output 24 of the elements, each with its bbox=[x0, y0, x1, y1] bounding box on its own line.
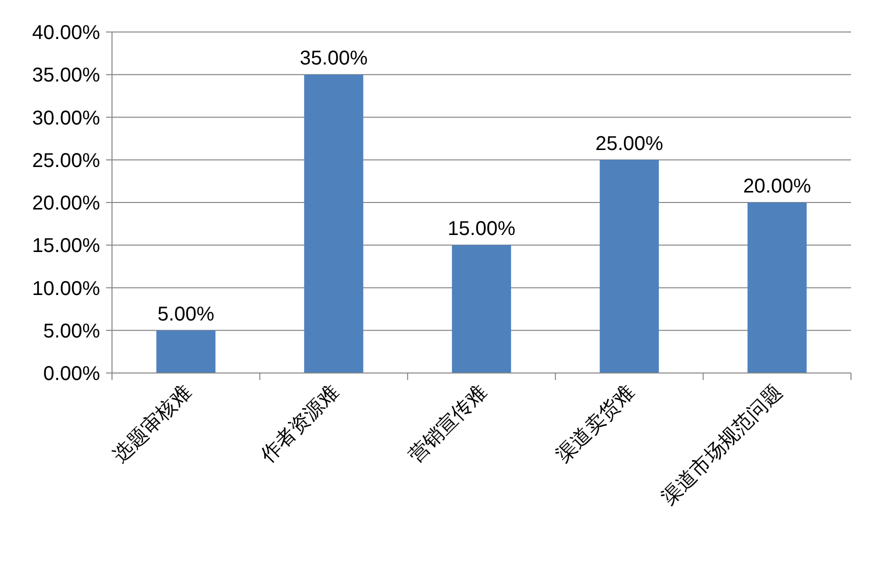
y-tick-label: 20.00% bbox=[32, 192, 100, 214]
x-tick-label: 作者资源难 bbox=[256, 380, 344, 468]
x-tick-label: 营销宣传难 bbox=[404, 380, 492, 468]
y-tick-label: 40.00% bbox=[32, 22, 100, 44]
y-tick-label: 5.00% bbox=[43, 320, 100, 342]
y-tick-label: 0.00% bbox=[43, 363, 100, 385]
data-label: 5.00% bbox=[158, 303, 214, 326]
x-tick-label: 渠道市场规范问题 bbox=[658, 380, 787, 510]
y-tick-label: 25.00% bbox=[32, 150, 100, 172]
data-label: 35.00% bbox=[300, 48, 368, 70]
y-tick-label: 10.00% bbox=[32, 278, 100, 300]
y-tick-label: 15.00% bbox=[32, 235, 100, 258]
x-tick-label: 渠道卖货难 bbox=[552, 380, 639, 468]
data-label: 15.00% bbox=[448, 218, 516, 240]
bar bbox=[600, 160, 659, 373]
data-label: 20.00% bbox=[743, 176, 812, 198]
y-tick-label: 30.00% bbox=[32, 107, 100, 130]
y-tick-label: 35.00% bbox=[32, 64, 100, 87]
data-label: 25.00% bbox=[595, 132, 664, 155]
x-tick-label: 选题审核难 bbox=[108, 380, 196, 468]
bar bbox=[304, 74, 364, 373]
bar bbox=[156, 330, 216, 373]
bar bbox=[748, 202, 807, 373]
bar bbox=[452, 245, 512, 373]
